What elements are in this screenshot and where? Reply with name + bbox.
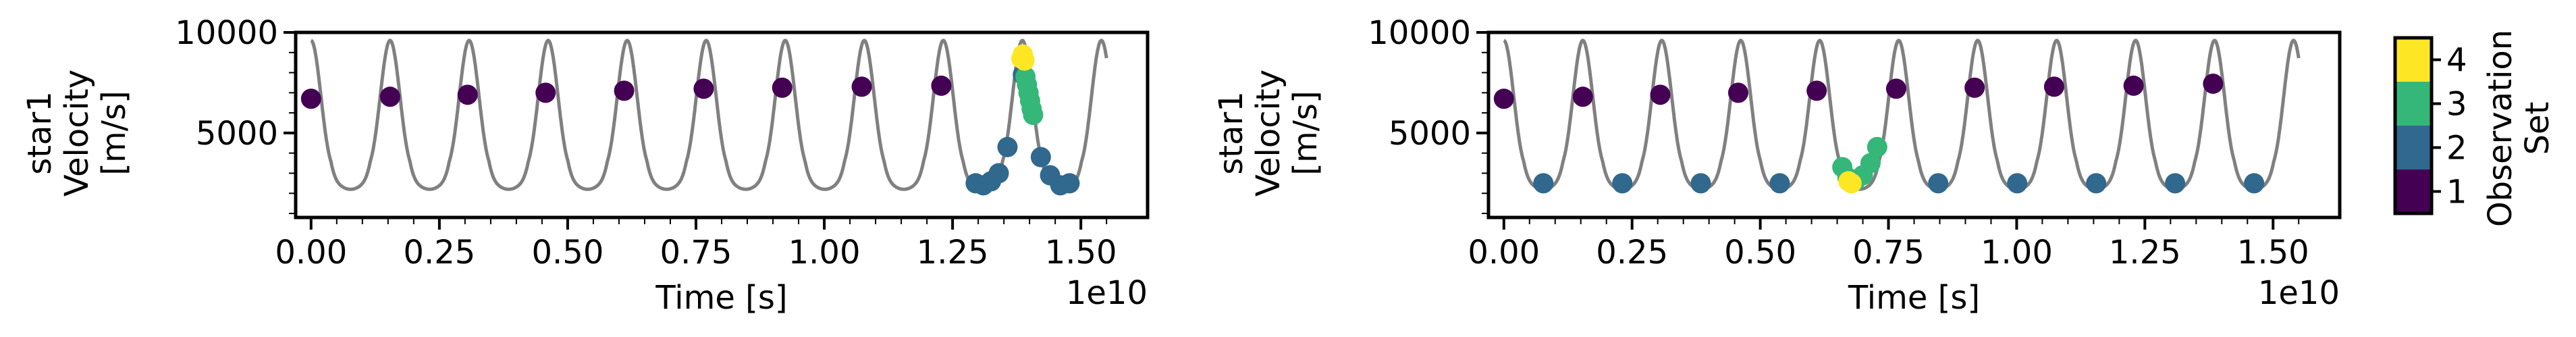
x-tick-label: 1.00 (788, 234, 861, 271)
data-point-set-4 (1014, 50, 1035, 71)
x-tick-label: 0.00 (275, 234, 347, 271)
data-point-set-2 (1690, 173, 1711, 194)
y-axis-label-line-3: [m/s] (95, 90, 133, 175)
x-tick-label: 1.50 (2237, 234, 2309, 271)
colorbar-frame (2393, 36, 2434, 215)
data-point-set-1 (2123, 75, 2144, 96)
model-curve-line (1503, 38, 2301, 191)
colorbar-tick-label: 2 (2446, 130, 2467, 167)
data-point-set-2 (1533, 173, 1554, 194)
colorbar-label-line-2: Set (2519, 102, 2556, 155)
x-axis-offset-text: 1e10 (2258, 274, 2340, 312)
data-point-set-2 (988, 163, 1009, 184)
data-point-set-1 (693, 78, 714, 99)
axis-ticks: 0.00 0.25 0.50 0.75 1.00 1.25 1.50 5000 10000 (1368, 14, 2309, 271)
data-point-set-1 (1727, 82, 1748, 103)
y-axis-label-line-2: Velocity (58, 70, 96, 197)
data-point-set-2 (1059, 173, 1080, 194)
y-tick-label: 10000 (1368, 14, 1471, 52)
colorbar-block-3 (2395, 82, 2432, 126)
colorbar-blocks (2395, 38, 2432, 213)
y-axis-label-line-1: star1 (1212, 91, 1250, 175)
data-point-set-1 (1885, 78, 1906, 99)
colorbar-tick-label: 4 (2446, 42, 2467, 80)
y-axis-label-line-2: Velocity (1250, 70, 1287, 197)
colorbar-ticks: 1 2 3 4 (2432, 42, 2467, 211)
axis-ticks: 0.00 0.25 0.50 0.75 1.00 1.25 1.50 5000 10000 (175, 14, 1117, 271)
colorbar: 1 2 3 4 Observation Set (2393, 30, 2556, 227)
data-point-set-2 (1030, 147, 1051, 167)
x-tick-label: 1.25 (2109, 234, 2181, 271)
plot-frame (294, 30, 1150, 219)
x-tick-label: 0.75 (1852, 234, 1925, 271)
x-tick-label: 0.00 (1468, 234, 1540, 271)
data-point-set-3 (1023, 105, 1044, 126)
y-tick-label: 10000 (175, 14, 278, 52)
x-tick-label: 1.00 (1981, 234, 2053, 271)
x-tick-label: 1.50 (1045, 234, 1117, 271)
data-point-set-1 (772, 77, 793, 98)
model-curve (310, 38, 1108, 191)
colorbar-block-2 (2395, 126, 2432, 170)
colorbar-tick-label: 3 (2446, 86, 2467, 124)
model-curve-line (310, 38, 1108, 191)
y-axis-label-line-1: star1 (21, 91, 59, 175)
data-point-set-2 (1612, 173, 1633, 194)
chart-panel-2: star1 Velocity [m/s] 0.00 0.25 0.50 0.75 1.0… (1212, 14, 2342, 317)
x-axis-offset-text: 1e10 (1066, 274, 1148, 312)
data-point-set-1 (1806, 80, 1827, 101)
data-point-set-4 (1841, 173, 1862, 194)
y-tick-label: 5000 (1389, 115, 1471, 153)
data-point-set-1 (931, 75, 952, 96)
data-point-set-1 (1964, 77, 1985, 98)
model-curve (1503, 38, 2301, 191)
x-tick-label: 0.50 (531, 234, 603, 271)
data-point-set-1 (1572, 86, 1593, 107)
data-point-set-1 (851, 76, 872, 97)
colorbar-tick-label: 1 (2446, 174, 2467, 211)
data-points (1493, 73, 2265, 194)
colorbar-block-4 (2395, 38, 2432, 82)
chart-panel-1: star1 Velocity [m/s] 0.00 0.25 0.50 0.75 1.0… (21, 14, 1150, 317)
x-axis-label: Time [s] (1848, 279, 1980, 317)
data-point-set-2 (1769, 173, 1790, 194)
data-point-set-1 (1650, 84, 1671, 105)
colorbar-block-1 (2395, 170, 2432, 213)
x-axis-label: Time [s] (655, 279, 787, 317)
x-tick-label: 1.25 (917, 234, 989, 271)
data-point-set-3 (1860, 153, 1881, 174)
x-tick-label: 0.25 (1596, 234, 1668, 271)
data-point-set-1 (2203, 73, 2224, 94)
data-point-set-1 (457, 84, 478, 105)
data-point-set-2 (2244, 173, 2265, 194)
data-point-set-2 (2086, 173, 2107, 194)
x-tick-label: 0.50 (1724, 234, 1796, 271)
y-tick-label: 5000 (196, 115, 278, 153)
data-point-set-1 (1493, 88, 1514, 109)
data-point-set-1 (614, 80, 635, 101)
data-point-set-3 (1867, 136, 1887, 157)
y-axis-label-line-3: [m/s] (1287, 90, 1324, 175)
x-tick-label: 0.75 (660, 234, 732, 271)
data-point-set-2 (2007, 173, 2028, 194)
colorbar-label-line-1: Observation (2481, 30, 2519, 227)
data-point-set-2 (1928, 173, 1949, 194)
data-point-set-2 (2165, 173, 2186, 194)
y-axis-label: star1 Velocity [m/s] (21, 70, 133, 197)
x-tick-label: 0.25 (403, 234, 475, 271)
y-axis-label: star1 Velocity [m/s] (1212, 70, 1324, 197)
plot-frame (1486, 30, 2342, 219)
data-points (300, 44, 1080, 196)
data-point-set-1 (535, 82, 556, 103)
data-point-set-1 (2043, 76, 2064, 97)
data-point-set-1 (300, 88, 321, 109)
data-point-set-1 (379, 86, 400, 107)
data-point-set-2 (997, 136, 1018, 157)
